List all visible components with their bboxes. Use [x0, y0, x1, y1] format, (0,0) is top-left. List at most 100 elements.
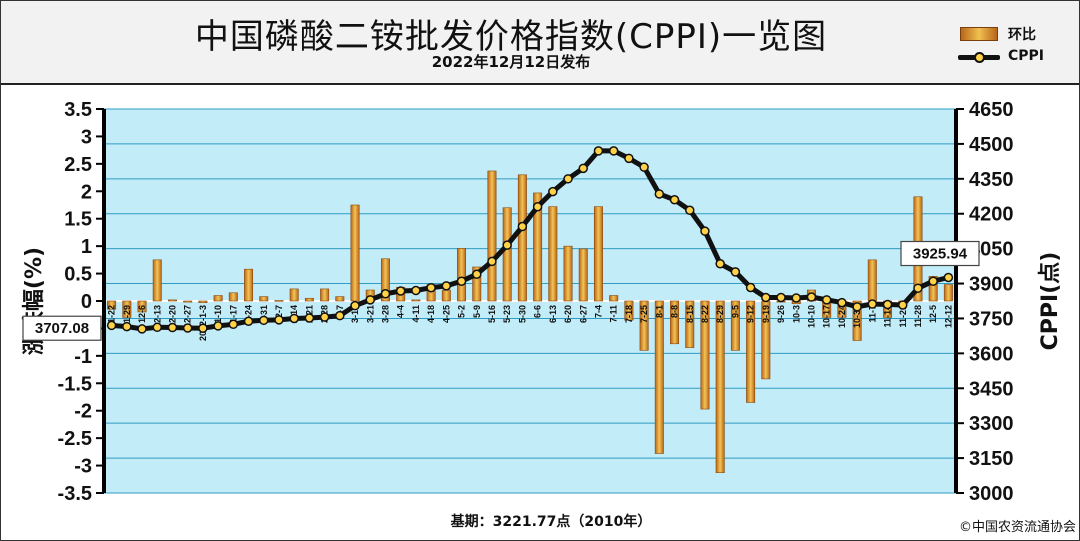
x-tick-label: 1-31: [259, 305, 269, 323]
left-tick-label: 2: [81, 181, 92, 203]
cppi-point: [730, 267, 741, 277]
x-tick-label: 11-7: [867, 305, 877, 323]
cppi-point: [608, 146, 619, 156]
left-tick-label: -2.5: [58, 428, 92, 450]
left-tick-label: 3: [81, 126, 92, 148]
legend-item-bar: 环比: [956, 23, 1076, 43]
bar: [654, 300, 664, 454]
bar: [304, 297, 314, 302]
x-tick-label: 11-21: [898, 305, 908, 328]
x-tick-label: 5-23: [502, 305, 512, 323]
x-tick-label: 6-27: [578, 305, 588, 323]
bar: [244, 268, 254, 302]
cppi-point: [304, 313, 315, 323]
bar: [593, 206, 603, 302]
bar: [928, 276, 938, 302]
x-tick-label: 8-1: [654, 305, 664, 318]
x-tick-label: 12-27: [183, 305, 193, 328]
cppi-point: [821, 295, 832, 305]
cppi-point: [426, 282, 436, 293]
x-tick-label: 7-4: [593, 305, 603, 318]
right-tick-label: 3000: [969, 483, 1014, 505]
cppi-point: [532, 201, 543, 212]
cppi-point: [441, 281, 452, 291]
x-tick-label: 11-14: [883, 305, 893, 328]
cppi-point: [228, 319, 239, 330]
bar: [198, 300, 208, 303]
x-tick-label: 10-31: [852, 305, 862, 328]
x-tick-label: 10-3: [791, 305, 801, 323]
bar: [548, 206, 558, 302]
bar: [213, 295, 223, 302]
x-tick-label: 5-9: [472, 305, 482, 318]
marker-swatch-icon: [974, 52, 985, 63]
cppi-point: [685, 205, 695, 215]
right-tick-label: 3600: [969, 343, 1014, 365]
x-tick-label: 8-29: [715, 305, 725, 323]
cppi-point: [806, 292, 817, 302]
cppi-point: [669, 195, 680, 205]
bar: [472, 266, 482, 302]
bar: [122, 300, 132, 318]
bar: [715, 300, 725, 474]
x-tick-label: 12-5: [928, 305, 938, 323]
bar: [152, 259, 162, 302]
bar: [228, 292, 238, 302]
right-tick-label: 4350: [969, 169, 1014, 191]
bar: [685, 300, 695, 348]
cppi-point: [913, 283, 923, 293]
left-tick-label: -3: [74, 456, 92, 478]
x-tick-label: 5-16: [487, 305, 497, 323]
right-tick-label: 4050: [969, 239, 1014, 261]
bar: [700, 300, 710, 410]
x-tick-label: 10-17: [822, 305, 832, 328]
cppi-point: [259, 315, 269, 326]
cppi-point: [639, 162, 649, 172]
right-tick-label: 4650: [969, 99, 1014, 121]
cppi-point: [350, 300, 360, 311]
base-period-note: 基期：3221.77点（2010年）: [450, 514, 652, 530]
bar: [320, 288, 330, 302]
x-tick-label: 8-15: [685, 305, 695, 323]
bar: [867, 259, 877, 302]
legend-item-line: CPPI: [956, 47, 1076, 67]
x-tick-label: 3-21: [365, 305, 375, 323]
x-tick-label: 5-30: [517, 305, 527, 323]
x-tick-label: 12-20: [167, 305, 177, 328]
x-tick-label: 1-17: [228, 305, 238, 323]
cppi-point: [852, 302, 862, 312]
x-tick-label: 8-8: [670, 305, 680, 318]
cppi-point: [411, 285, 421, 296]
x-tick-label: 9-5: [730, 305, 740, 318]
left-tick-label: -1.5: [58, 373, 92, 395]
x-tick-label: 6-6: [533, 305, 543, 318]
left-tick-label: -2: [74, 401, 92, 423]
bar: [502, 207, 512, 302]
right-tick-label: 3900: [969, 274, 1014, 296]
bar: [746, 300, 756, 403]
bar: [639, 300, 649, 351]
cppi-point: [700, 226, 710, 236]
left-tick-label: -3.5: [58, 483, 92, 505]
bar: [183, 300, 193, 303]
cppi-point: [472, 269, 482, 279]
legend: 环比 CPPI: [956, 19, 1076, 71]
cppi-point: [487, 256, 497, 267]
x-tick-label: 8-22: [700, 305, 710, 323]
cppi-point: [213, 321, 223, 331]
cppi-point: [837, 297, 847, 308]
x-tick-label: 12-12: [943, 305, 953, 328]
left-tick-label: 0: [81, 291, 92, 313]
x-tick-label: 11-22: [107, 305, 117, 328]
cppi-point: [395, 286, 406, 296]
bar: [517, 174, 527, 302]
cppi-point: [654, 189, 665, 199]
value-callout-label: 3925.94: [913, 246, 968, 263]
cppi-point: [167, 322, 178, 333]
cppi-point: [928, 276, 938, 286]
cppi-point: [137, 324, 147, 334]
bar: [670, 300, 680, 345]
x-tick-label: 9-26: [776, 305, 786, 323]
x-tick-label: 6-13: [548, 305, 558, 323]
x-tick-label: 4-18: [426, 305, 436, 323]
